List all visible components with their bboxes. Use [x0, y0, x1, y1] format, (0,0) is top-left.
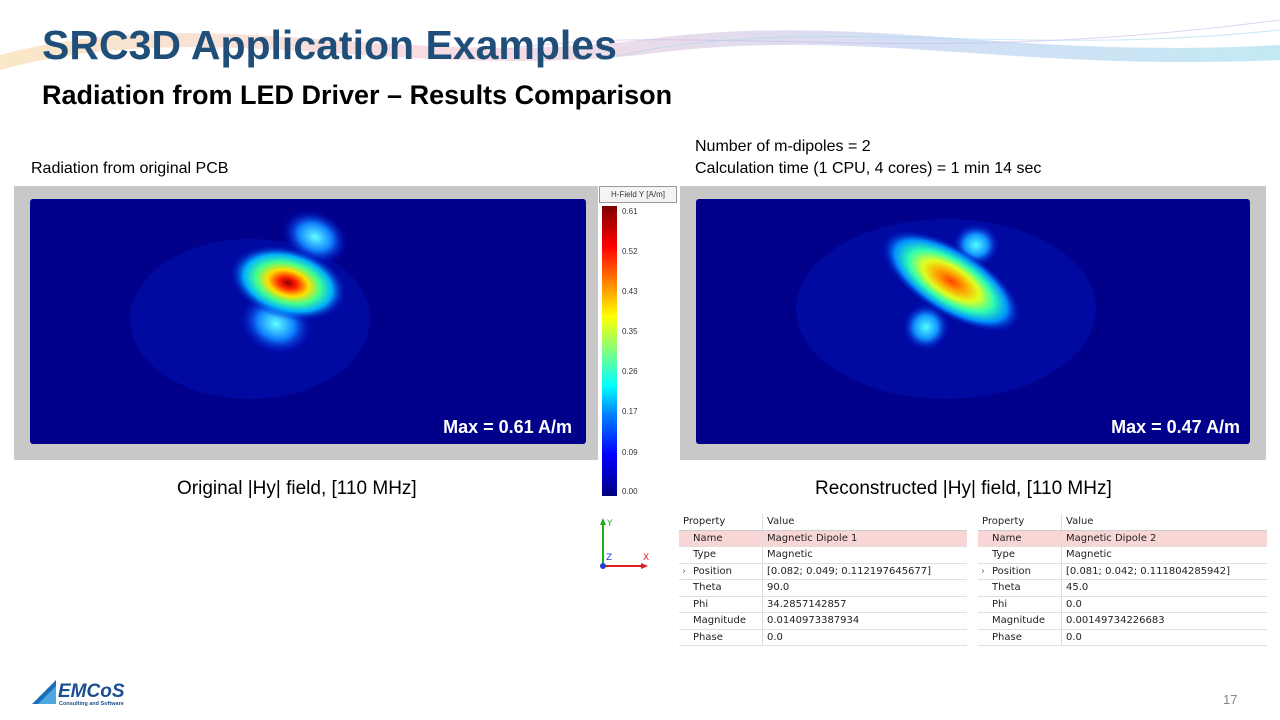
logo-tagline: Consulting and Software	[59, 701, 124, 707]
property-value[interactable]: 0.0	[1061, 596, 1267, 613]
value-header: Value	[1061, 514, 1267, 531]
table-row[interactable]: Phase 0.0	[978, 629, 1267, 646]
property-key: Magnitude	[679, 612, 763, 630]
property-value[interactable]: Magnetic Dipole 1	[762, 530, 967, 547]
property-value[interactable]: [0.082; 0.049; 0.112197645677]	[762, 563, 967, 580]
table-row[interactable]: Phi 0.0	[978, 596, 1267, 613]
axis-y-label: Y	[606, 519, 613, 529]
axis-z-label: Z	[606, 553, 612, 563]
reconstructed-max-label: Max = 0.47 A/m	[1111, 417, 1240, 437]
table-row[interactable]: Phase 0.0	[679, 629, 967, 646]
colorbar-tick: 0.09	[622, 448, 638, 457]
table-row[interactable]: Position [0.081; 0.042; 0.111804285942]	[978, 563, 1267, 580]
table-row[interactable]: Magnitude 0.00149734226683	[978, 612, 1267, 630]
original-field-plot: Max = 0.61 A/m	[30, 199, 586, 444]
property-value[interactable]: Magnetic	[762, 546, 967, 564]
table-row[interactable]: Theta 90.0	[679, 579, 967, 597]
table-row[interactable]: Name Magnetic Dipole 2	[978, 530, 1267, 547]
property-header: Property	[978, 514, 1062, 531]
property-key: Name	[978, 530, 1062, 547]
property-key-expandable[interactable]: Position	[978, 563, 1062, 580]
property-value[interactable]: 90.0	[762, 579, 967, 597]
property-value[interactable]: Magnetic Dipole 2	[1061, 530, 1267, 547]
slide-subtitle: Radiation from LED Driver – Results Comp…	[42, 80, 673, 110]
dipole-2-property-table: Property Value Name Magnetic Dipole 2 Ty…	[978, 514, 1267, 646]
colorbar-title: H-Field Y [A/m]	[599, 186, 677, 203]
property-key: Phi	[679, 596, 763, 613]
table-row[interactable]: Magnitude 0.0140973387934	[679, 612, 967, 630]
table-row[interactable]: Type Magnetic	[679, 546, 967, 564]
property-key: Phi	[978, 596, 1062, 613]
property-value[interactable]: 0.0	[762, 629, 967, 646]
colorbar-gradient	[602, 206, 617, 496]
property-value[interactable]: 0.0	[1061, 629, 1267, 646]
colorbar-tick: 0.52	[622, 247, 638, 256]
property-header: Property	[679, 514, 763, 531]
header-wave-decoration	[0, 19, 1280, 70]
table-row[interactable]: Theta 45.0	[978, 579, 1267, 597]
table-row[interactable]: Phi 34.2857142857	[679, 596, 967, 613]
property-key: Theta	[978, 579, 1062, 597]
property-key: Phase	[679, 629, 763, 646]
value-header: Value	[762, 514, 967, 531]
property-value[interactable]: [0.081; 0.042; 0.111804285942]	[1061, 563, 1267, 580]
left-heading: Radiation from original PCB	[31, 160, 229, 177]
property-key: Phase	[978, 629, 1062, 646]
table-row[interactable]: Name Magnetic Dipole 1	[679, 530, 967, 547]
original-field-heatmap: Max = 0.61 A/m	[30, 199, 586, 444]
axes-gizmo-icon: Y Z X	[600, 518, 649, 569]
original-caption: Original |Hy| field, [110 MHz]	[177, 478, 417, 499]
property-key: Magnitude	[978, 612, 1062, 630]
reconstructed-caption: Reconstructed |Hy| field, [110 MHz]	[815, 478, 1112, 499]
reconstructed-field-plot: Max = 0.47 A/m	[696, 199, 1250, 444]
slide-title: SRC3D Application Examples	[42, 22, 617, 68]
dipole-1-property-table: Property Value Name Magnetic Dipole 1 Ty…	[679, 514, 967, 646]
page-number: 17	[1223, 692, 1238, 707]
colorbar-tick: 0.35	[622, 327, 638, 336]
colorbar-tick: 0.43	[622, 287, 638, 296]
reconstructed-field-heatmap: Max = 0.47 A/m	[696, 199, 1250, 444]
property-key-expandable[interactable]: Position	[679, 563, 763, 580]
colorbar-tick: 0.26	[622, 367, 638, 376]
colorbar-tick: 0.17	[622, 407, 638, 416]
property-key: Type	[679, 546, 763, 564]
property-value[interactable]: 0.00149734226683	[1061, 612, 1267, 630]
property-value[interactable]: 45.0	[1061, 579, 1267, 597]
property-key: Theta	[679, 579, 763, 597]
property-value[interactable]: 34.2857142857	[762, 596, 967, 613]
property-key: Name	[679, 530, 763, 547]
emcos-logo: EMCoS Consulting and Software	[32, 680, 125, 707]
property-value[interactable]: Magnetic	[1061, 546, 1267, 564]
table-row[interactable]: Type Magnetic	[978, 546, 1267, 564]
property-value[interactable]: 0.0140973387934	[762, 612, 967, 630]
dipole-count-text: Number of m-dipoles = 2	[695, 138, 871, 155]
logo-text: EMCoS	[58, 681, 125, 702]
property-key: Type	[978, 546, 1062, 564]
axis-x-label: X	[643, 553, 649, 563]
table-row[interactable]: Position [0.082; 0.049; 0.112197645677]	[679, 563, 967, 580]
original-max-label: Max = 0.61 A/m	[443, 417, 572, 437]
colorbar-tick: 0.00	[622, 487, 638, 496]
calc-time-text: Calculation time (1 CPU, 4 cores) = 1 mi…	[695, 160, 1042, 177]
colorbar-tick: 0.61	[622, 207, 638, 216]
